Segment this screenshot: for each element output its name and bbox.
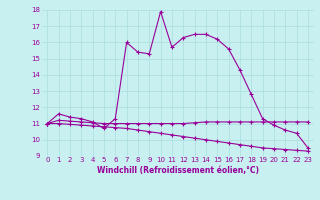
X-axis label: Windchill (Refroidissement éolien,°C): Windchill (Refroidissement éolien,°C) — [97, 166, 259, 175]
